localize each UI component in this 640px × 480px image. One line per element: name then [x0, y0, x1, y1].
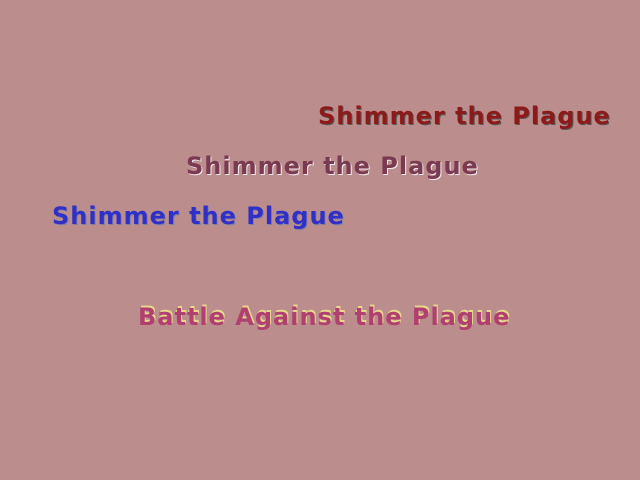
subtitle: Battle Against the Plague [138, 303, 511, 331]
title-line-2: Shimmer the Plague [186, 152, 479, 180]
title-line-3: Shimmer the Plague [52, 202, 345, 230]
title-line-1: Shimmer the Plague [318, 102, 611, 130]
